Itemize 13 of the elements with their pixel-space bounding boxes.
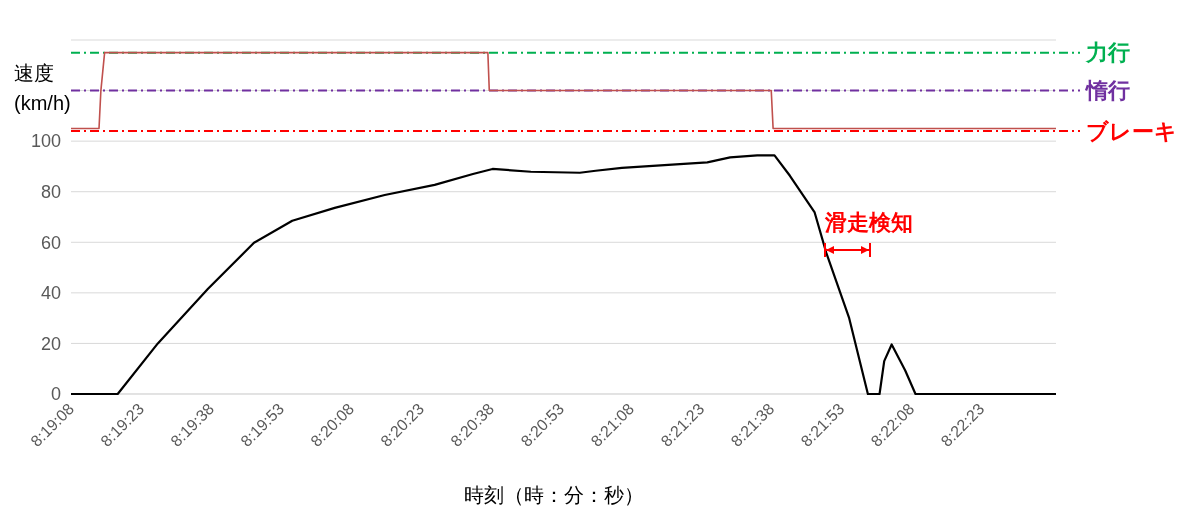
y-tick-label: 0 <box>50 384 61 405</box>
annotation: 滑走検知 <box>824 210 913 235</box>
ref-line-label: 力行 <box>1085 40 1130 66</box>
y-axis-title: 速度 (km/h) <box>14 62 71 114</box>
y-tick-label: 100 <box>30 131 61 152</box>
ref-line-label: 惰行 <box>1084 78 1130 104</box>
ref-line-label: ブレーキ <box>1086 118 1177 144</box>
line-series <box>69 154 1058 396</box>
x-axis-title: 時刻（時：分：秒） <box>463 484 644 506</box>
y-tick-label: 80 <box>40 182 61 203</box>
y-tick-label: 40 <box>40 283 61 304</box>
y-tick-label: 20 <box>40 333 61 354</box>
y-tick-label: 60 <box>40 232 61 253</box>
